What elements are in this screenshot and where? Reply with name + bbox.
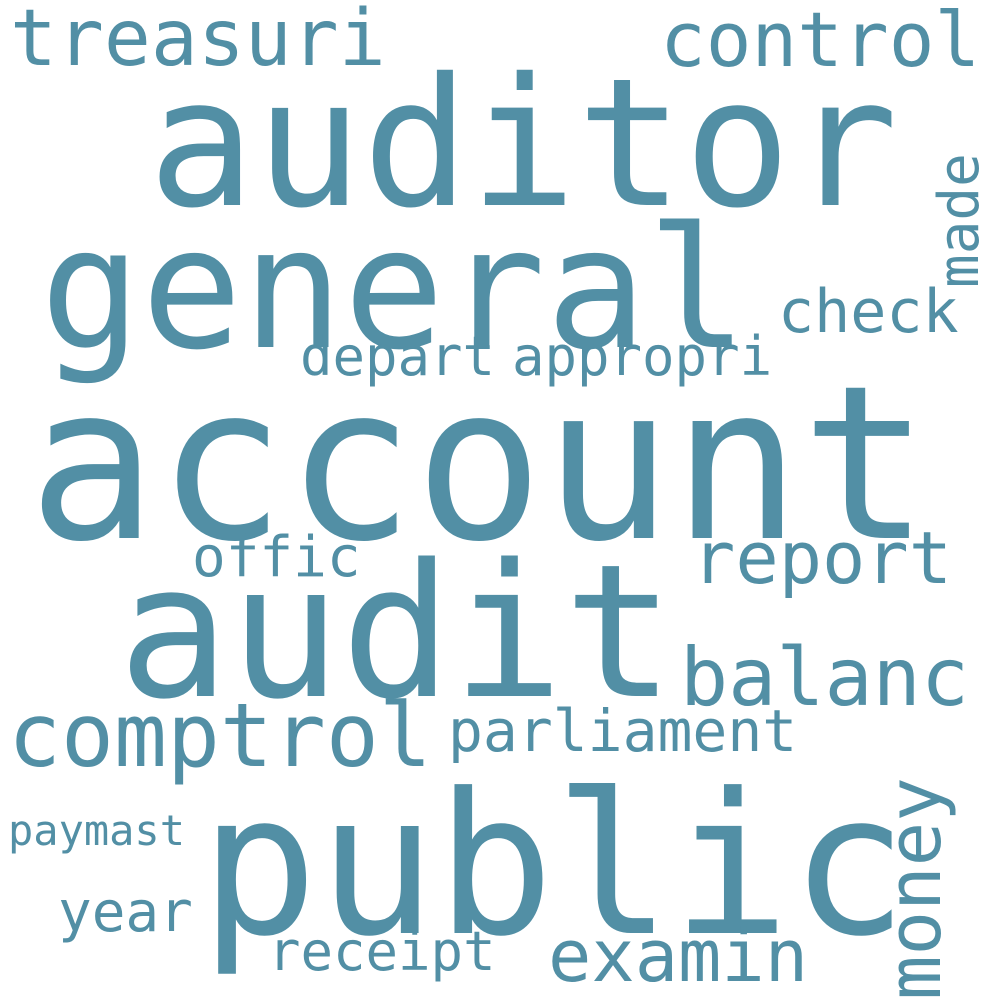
word-audit: audit bbox=[118, 524, 675, 740]
word-made: made bbox=[927, 153, 992, 288]
word-report: report bbox=[692, 516, 953, 600]
word-examin: examin bbox=[548, 914, 809, 998]
word-control: control bbox=[660, 0, 981, 84]
word-auditor: auditor bbox=[148, 40, 899, 247]
word-balanc: balanc bbox=[680, 631, 969, 724]
word-treasuri: treasuri bbox=[10, 0, 386, 84]
word-general: general bbox=[40, 191, 749, 387]
word-account: account bbox=[28, 340, 930, 589]
word-year: year bbox=[58, 880, 193, 945]
word-depart: depart bbox=[300, 325, 496, 388]
word-parliament: parliament bbox=[448, 697, 798, 765]
word-check: check bbox=[778, 277, 959, 347]
word-comptrol: comptrol bbox=[8, 684, 432, 787]
word-public: public bbox=[200, 752, 909, 980]
word-money: money bbox=[872, 777, 958, 1000]
word-receipt: receipt bbox=[268, 920, 496, 983]
word-paymast: paymast bbox=[8, 806, 186, 855]
word-offic: offic bbox=[192, 525, 361, 590]
word-appropri: appropri bbox=[512, 325, 773, 388]
